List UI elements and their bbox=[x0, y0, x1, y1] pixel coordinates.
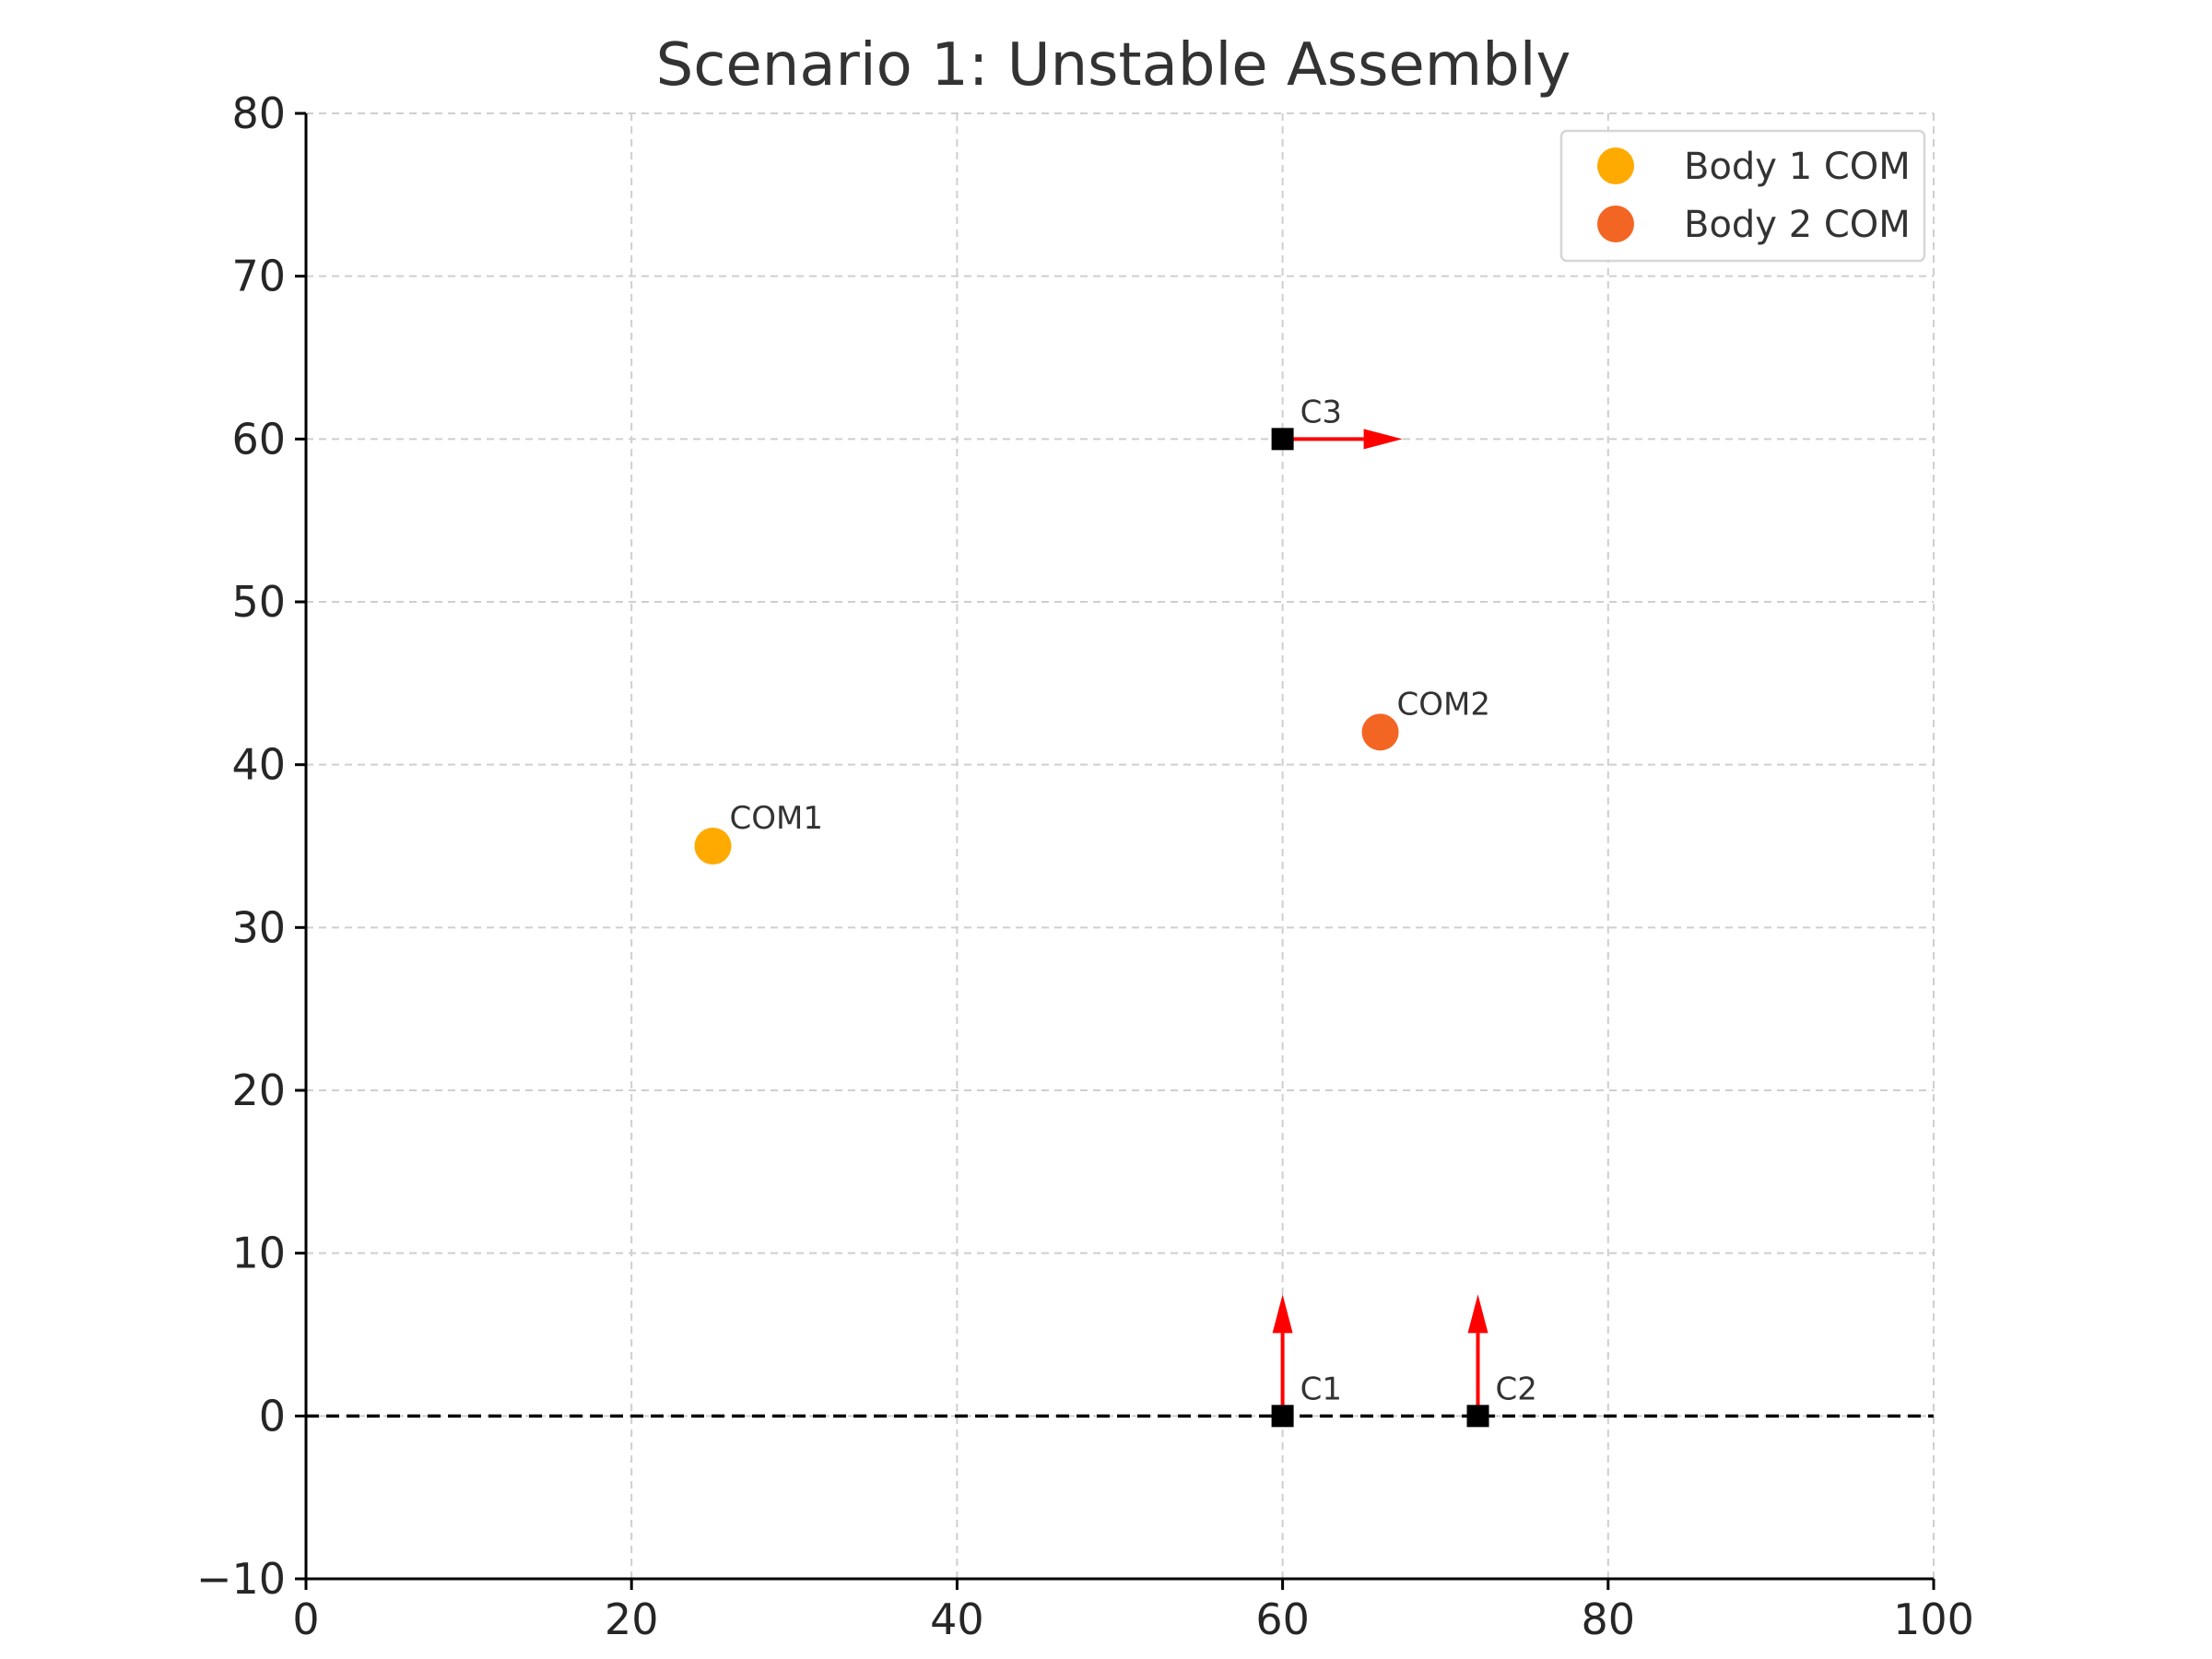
com-point bbox=[1361, 713, 1399, 751]
force-arrowhead bbox=[1363, 429, 1403, 450]
y-tick-label: 20 bbox=[231, 1065, 286, 1115]
marks: C1 C2 C3 COM1 COM2 bbox=[694, 394, 1537, 1428]
x-tick-label: 60 bbox=[1255, 1594, 1310, 1644]
y-tick-label: 60 bbox=[231, 414, 286, 464]
y-tick-label: −10 bbox=[196, 1554, 286, 1604]
grid bbox=[306, 112, 1935, 1579]
force-arrowhead bbox=[1272, 1294, 1293, 1334]
x-tick-label: 20 bbox=[605, 1594, 659, 1644]
y-tick-label: 80 bbox=[231, 88, 286, 138]
legend-marker bbox=[1597, 206, 1634, 242]
y-tick-label: 30 bbox=[231, 902, 286, 952]
x-tick-label: 0 bbox=[292, 1594, 319, 1644]
y-tick-label: 0 bbox=[259, 1391, 286, 1441]
legend-marker bbox=[1597, 147, 1634, 184]
legend-label: Body 2 COM bbox=[1684, 204, 1911, 246]
contact-label: C2 bbox=[1496, 1371, 1537, 1407]
x-tick-label: 80 bbox=[1582, 1594, 1636, 1644]
x-tick-label: 40 bbox=[930, 1594, 984, 1644]
y-tick-label: 70 bbox=[231, 252, 286, 301]
contact-label: C1 bbox=[1300, 1371, 1342, 1407]
chart-title: Scenario 1: Unstable Assembly bbox=[656, 31, 1571, 100]
legend: Body 1 COM Body 2 COM bbox=[1559, 129, 1926, 263]
y-tick-label: 50 bbox=[231, 577, 286, 627]
contact-marker bbox=[1466, 1405, 1489, 1428]
force-arrowhead bbox=[1467, 1294, 1488, 1334]
contact-marker bbox=[1271, 1405, 1294, 1428]
com-label: COM2 bbox=[1397, 686, 1490, 723]
com-point bbox=[694, 828, 732, 865]
axes bbox=[304, 113, 1934, 1581]
legend-label: Body 1 COM bbox=[1684, 146, 1911, 188]
com-label: COM1 bbox=[730, 800, 823, 837]
contact-marker bbox=[1271, 428, 1294, 451]
legend-box bbox=[1559, 129, 1926, 263]
x-tick-label: 100 bbox=[1893, 1594, 1974, 1644]
y-tick-label: 10 bbox=[231, 1229, 286, 1278]
contact-label: C3 bbox=[1300, 394, 1342, 430]
y-tick-label: 40 bbox=[231, 740, 286, 790]
